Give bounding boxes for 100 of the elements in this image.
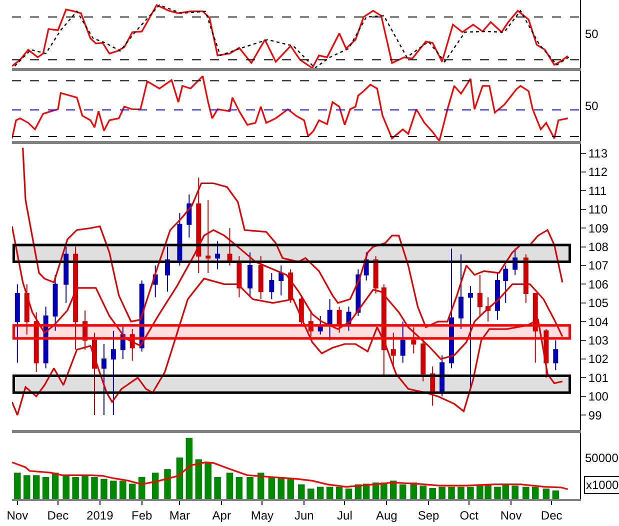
candlestick <box>503 265 508 304</box>
candlestick <box>73 246 78 350</box>
bar <box>195 459 202 499</box>
line-series <box>12 278 564 416</box>
y-tick-label: 103 <box>588 333 609 348</box>
y-tick-label: 112 <box>588 165 608 180</box>
bar <box>448 486 455 499</box>
bar <box>308 488 314 499</box>
bar <box>186 438 193 499</box>
candlestick <box>495 272 500 320</box>
bar <box>420 486 426 499</box>
bar <box>345 488 352 499</box>
y-tick-label: 105 <box>588 296 609 310</box>
x-tick-label: May <box>250 508 274 522</box>
x-tick-label: Dec <box>540 508 562 522</box>
text: 50000 <box>585 451 619 465</box>
bar <box>214 477 221 499</box>
candlestick <box>336 306 342 334</box>
bar <box>458 486 464 499</box>
x-tick-label: Oct <box>460 508 480 522</box>
candlestick <box>177 212 182 266</box>
candlestick <box>186 194 192 238</box>
y-tick-label: 111 <box>588 184 607 198</box>
bar <box>164 469 171 499</box>
bar <box>176 457 184 499</box>
x-tick-label: Aug <box>376 508 398 522</box>
candlestick <box>258 256 264 300</box>
candlestick <box>64 246 69 304</box>
candlestick <box>101 344 106 416</box>
y-tick-label: 99 <box>588 408 602 422</box>
bar <box>152 472 159 499</box>
bar <box>532 486 539 499</box>
bar <box>522 486 530 499</box>
candlestick <box>196 177 202 274</box>
text: 50 <box>585 27 599 41</box>
x-tick-label: Sep <box>418 508 440 522</box>
candlestick <box>52 274 58 332</box>
candlestick <box>458 254 464 330</box>
candlestick <box>110 330 116 416</box>
y-tick-label: 106 <box>588 277 609 292</box>
bar <box>24 475 30 499</box>
candlestick <box>14 284 20 364</box>
candlestick <box>553 340 558 371</box>
y-tick-label: 108 <box>588 240 609 254</box>
y-tick-label: 101 <box>588 370 609 385</box>
bar <box>429 488 436 499</box>
candlestick <box>269 272 274 300</box>
bar <box>91 477 98 499</box>
candlestick <box>400 321 406 364</box>
bar <box>110 480 117 499</box>
bar <box>42 477 50 499</box>
candlestick <box>468 286 473 390</box>
bar <box>316 486 324 499</box>
candlestick <box>477 274 482 316</box>
bar <box>542 488 550 499</box>
x-tick-label: Apr <box>212 508 231 522</box>
bar <box>72 477 79 499</box>
bar <box>287 478 294 499</box>
y-tick-label: 109 <box>588 221 609 236</box>
text: x1000 <box>586 478 619 492</box>
bar <box>204 462 212 499</box>
bar <box>226 472 234 499</box>
bar <box>100 478 108 499</box>
candlestick <box>373 256 378 294</box>
bar <box>62 476 70 499</box>
x-tick-label: Mar <box>169 508 190 522</box>
y-tick-label: 113 <box>588 146 608 161</box>
candlestick <box>532 293 538 364</box>
line-series <box>22 146 564 328</box>
x-tick-label: Nov <box>500 508 522 522</box>
bar <box>399 484 406 499</box>
candlestick <box>215 240 220 270</box>
bar <box>512 486 518 499</box>
bar <box>128 484 136 499</box>
bar <box>120 480 126 499</box>
line-series <box>12 225 564 360</box>
candlestick <box>278 265 284 296</box>
bar <box>326 486 334 499</box>
bar <box>278 477 284 499</box>
bar <box>390 480 397 499</box>
bar <box>82 475 88 499</box>
text: 50 <box>585 99 599 113</box>
y-tick-label: 100 <box>588 390 609 404</box>
bar <box>268 477 276 499</box>
candlestick <box>327 298 332 341</box>
x-tick-label: Nov <box>6 508 28 522</box>
bar <box>552 490 560 499</box>
bar <box>298 484 305 499</box>
x-tick-label: Jul <box>337 508 352 522</box>
candlestick <box>227 228 232 266</box>
bar <box>236 477 243 499</box>
candlestick <box>248 252 253 298</box>
x-tick-label: Jun <box>294 508 314 522</box>
x-tick-label: Dec <box>47 508 69 522</box>
bar <box>438 486 446 499</box>
bar <box>14 472 21 499</box>
y-tick-label: 107 <box>588 258 609 273</box>
candlestick <box>420 338 426 382</box>
candlestick <box>411 326 416 354</box>
candlestick <box>523 254 528 304</box>
